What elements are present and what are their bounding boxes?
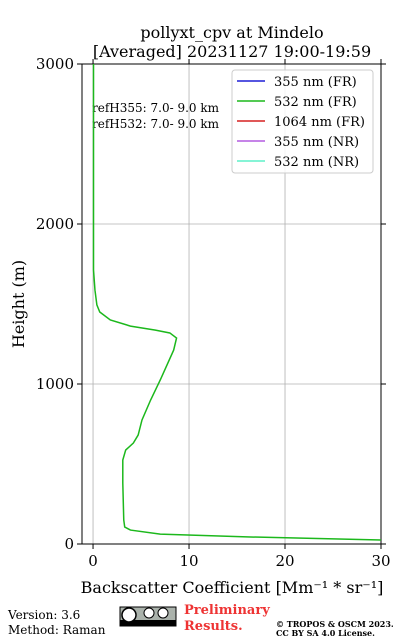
plot-frame bbox=[81, 63, 382, 545]
y-tick-label: 2000 bbox=[36, 215, 74, 233]
y-tick-label: 1000 bbox=[36, 375, 74, 393]
legend-box bbox=[231, 69, 374, 174]
chart-subtitle: [Averaged] 20231127 19:00-19:59 bbox=[93, 42, 371, 61]
x-tick-label: 10 bbox=[179, 552, 198, 570]
notice: Results. bbox=[184, 619, 243, 634]
legend-label: 355 nm (NR) bbox=[274, 135, 359, 150]
legend: 355 nm (FR) 532 nm (FR) 1064 nm (FR) 355 nm… bbox=[231, 69, 374, 174]
legend-label: 355 nm (FR) bbox=[274, 75, 357, 90]
x-axis-label: Backscatter Coefficient [Mm⁻¹ * sr⁻¹] bbox=[81, 578, 384, 597]
version: Version: 3.6 bbox=[7, 608, 80, 622]
chart-title: pollyxt_cpv at Mindelo bbox=[140, 23, 323, 42]
x-tick-label: 0 bbox=[88, 552, 98, 570]
legend-label: 1064 nm (FR) bbox=[274, 115, 365, 130]
cc-logo bbox=[119, 606, 177, 627]
y-tick-label: 3000 bbox=[36, 55, 74, 73]
copyright: © TROPOS & OSCM 2023. bbox=[276, 619, 394, 629]
notice: Preliminary bbox=[184, 603, 270, 618]
profile-line bbox=[92, 64, 382, 541]
annotation: refH355: 7.0- 9.0 km bbox=[92, 101, 220, 115]
y-axis-label: Height (m) bbox=[9, 260, 28, 348]
x-tick-label: 30 bbox=[371, 552, 390, 570]
x-tick-label: 20 bbox=[275, 552, 294, 570]
method: Method: Raman bbox=[8, 623, 106, 637]
legend-label: 532 nm (NR) bbox=[274, 155, 359, 170]
copyright: CC BY SA 4.0 License. bbox=[276, 628, 375, 638]
annotation: refH532: 7.0- 9.0 km bbox=[92, 117, 220, 131]
y-tick-label: 0 bbox=[64, 535, 74, 553]
legend-label: 532 nm (FR) bbox=[274, 95, 357, 110]
